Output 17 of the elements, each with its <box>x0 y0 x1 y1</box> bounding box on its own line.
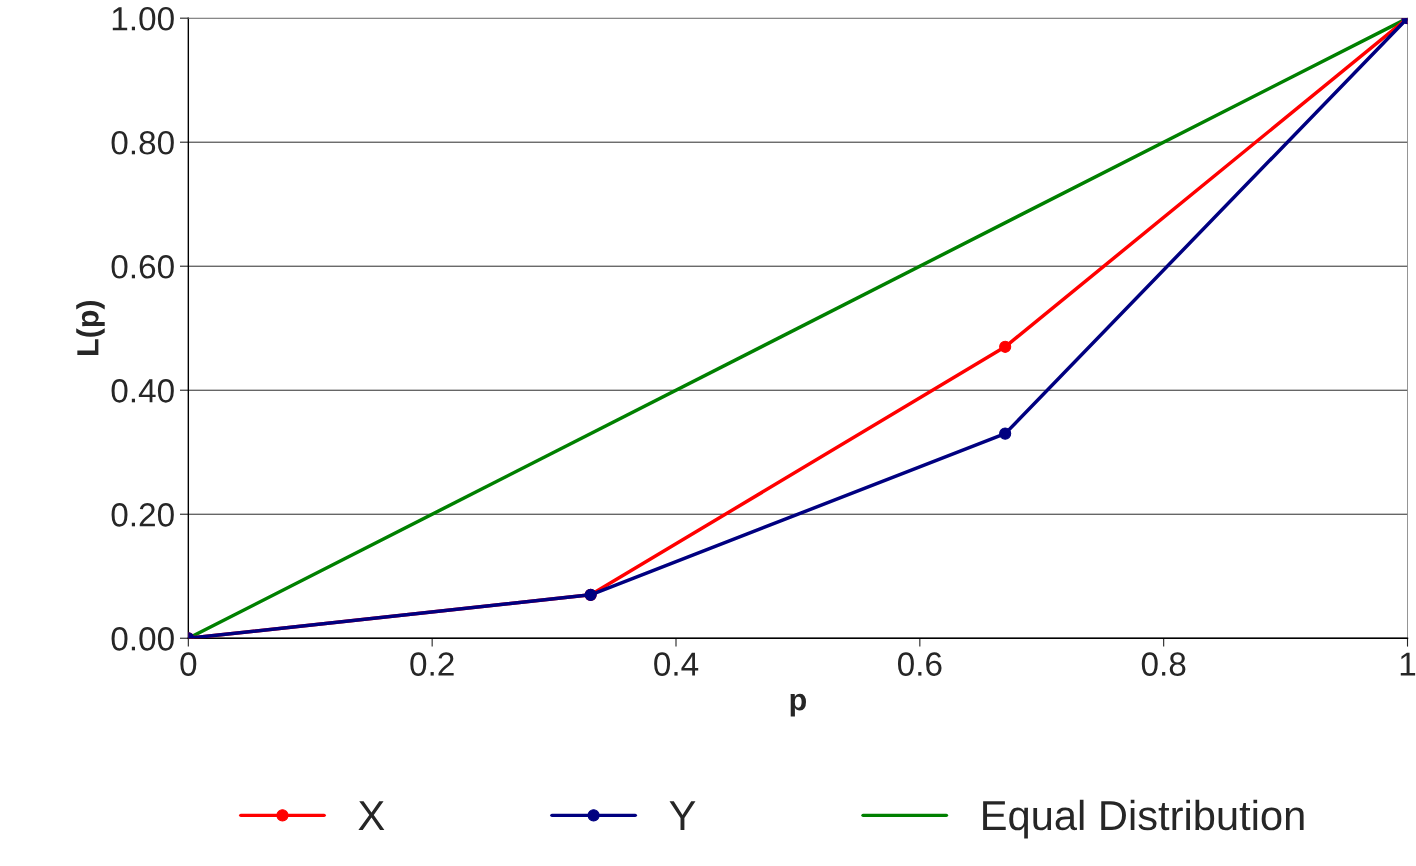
legend-label: Equal Distribution <box>983 799 1304 839</box>
x-tick-label: 0.4 <box>654 652 699 676</box>
x-tick-label: 1 <box>1400 652 1416 676</box>
legend-label: X <box>358 801 385 830</box>
y-tick-label: 0.40 <box>111 379 174 403</box>
y-tick-label: 0.20 <box>111 503 174 527</box>
y-tick-label: 0.80 <box>111 131 174 155</box>
x-axis-title: p <box>790 693 806 717</box>
y-tick-label: 0.60 <box>111 255 174 279</box>
legend-label: Y <box>669 801 696 830</box>
x-tick-label: 0 <box>180 652 197 676</box>
x-tick-label: 0.2 <box>410 652 454 676</box>
x-tick-label: 0.8 <box>1141 652 1186 676</box>
y-axis-title: L(p) <box>76 300 105 356</box>
x-tick-label: 0.6 <box>897 652 942 676</box>
y-tick-label: 0.00 <box>111 627 174 651</box>
y-tick-label: 1.00 <box>112 6 174 31</box>
